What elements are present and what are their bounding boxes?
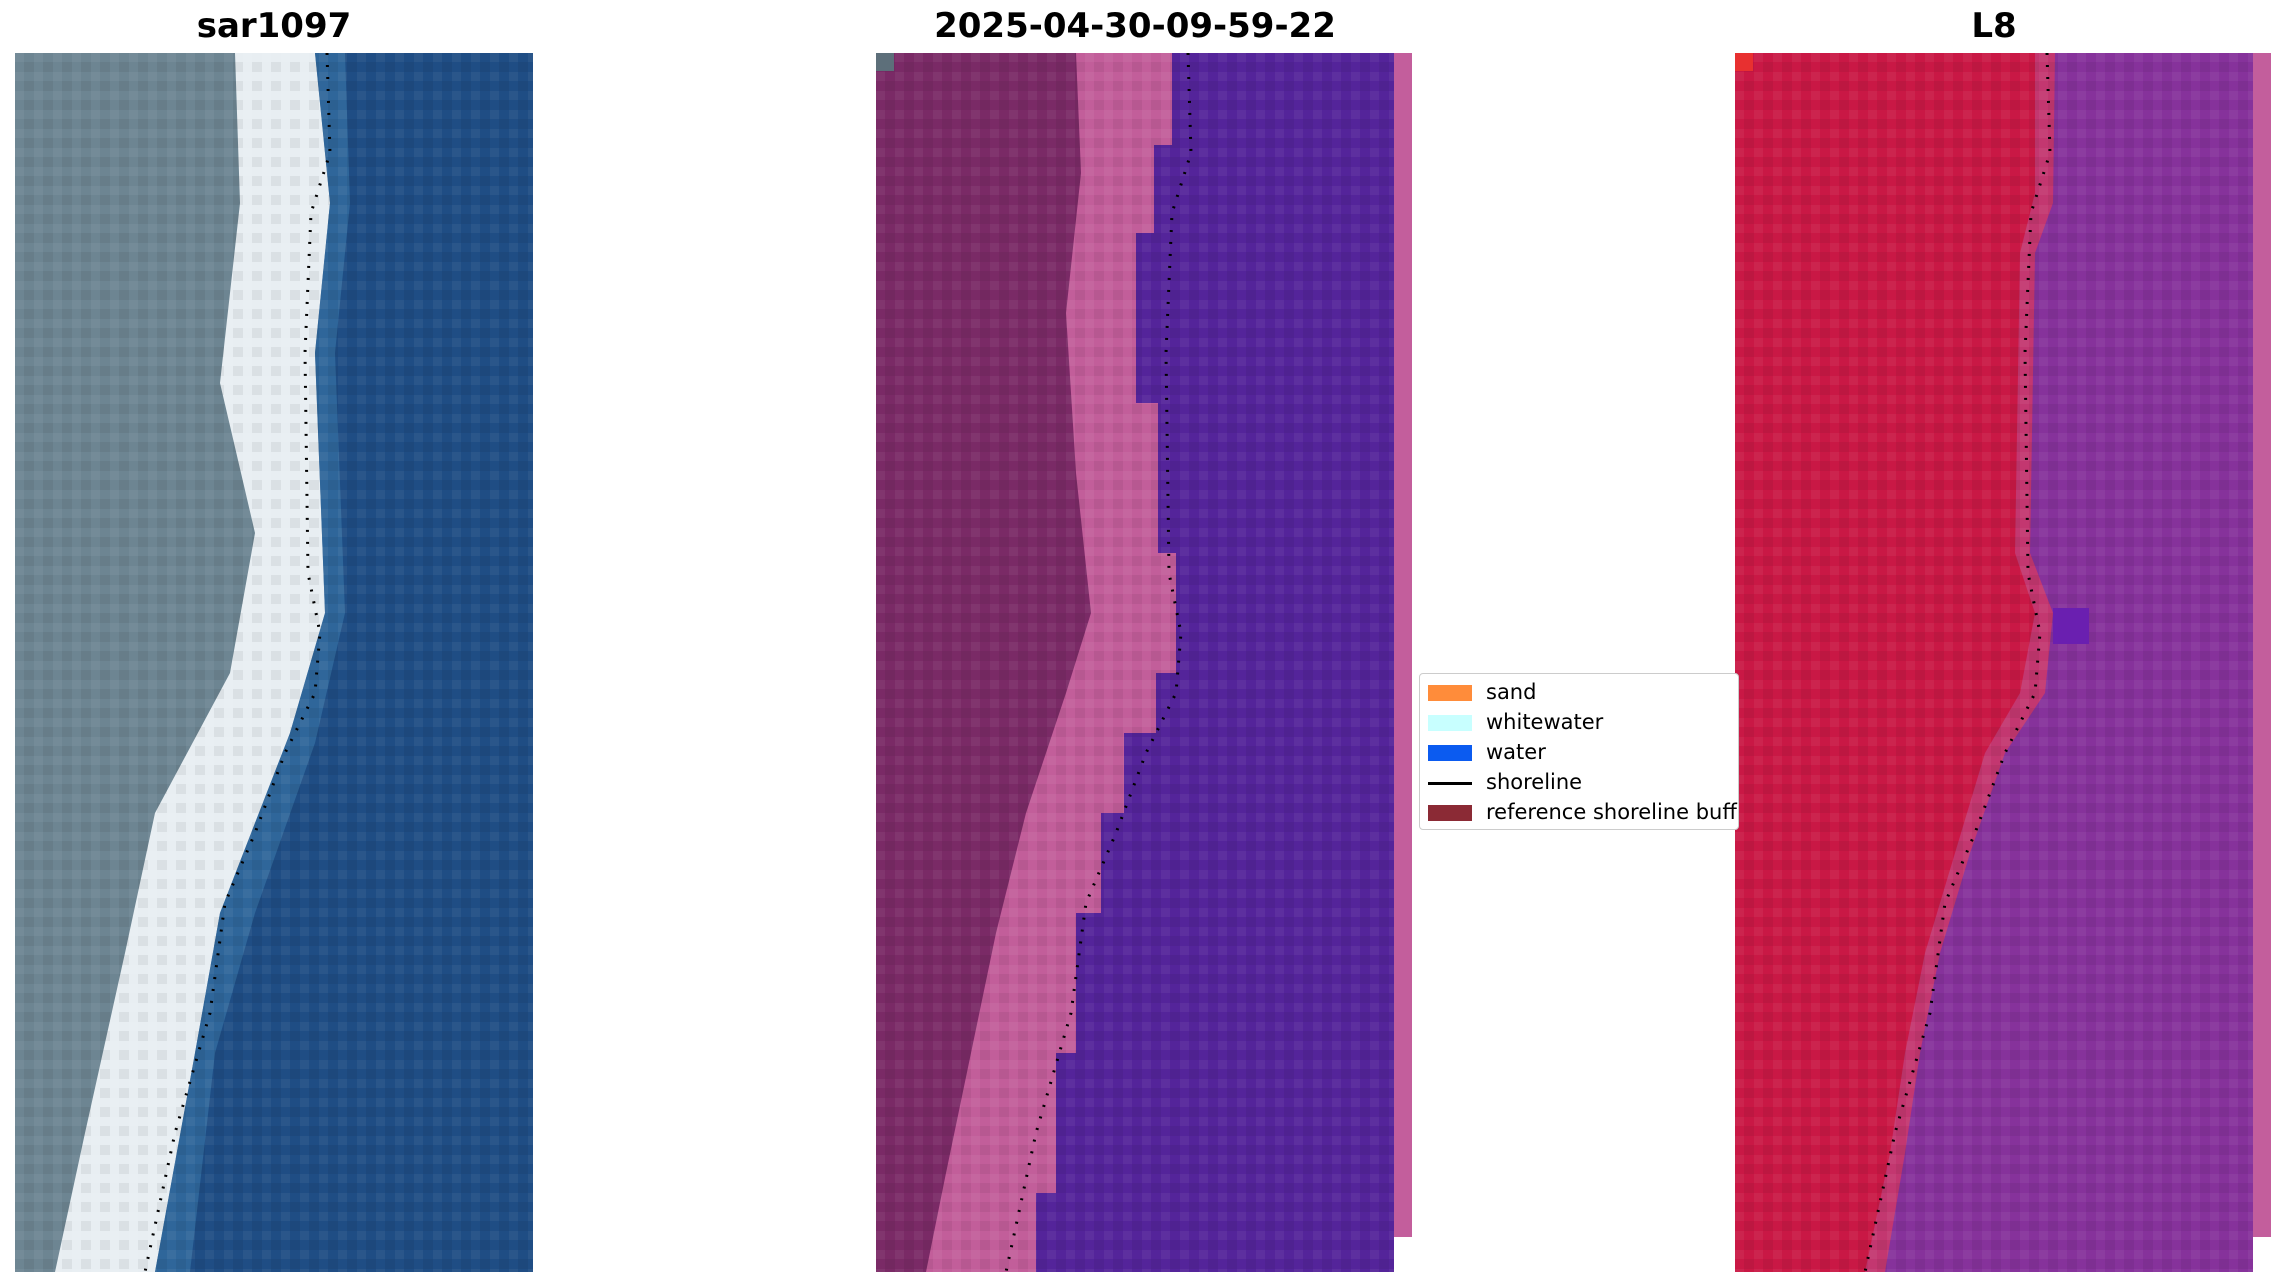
index-corner-pixel: [1735, 53, 1753, 71]
legend: sand whitewater water shoreline referenc…: [1419, 673, 1739, 830]
panel-title-rgb: sar1097: [196, 6, 352, 46]
classified-image: [876, 53, 1412, 1272]
legend-label-whitewater: whitewater: [1486, 710, 1604, 734]
index-anomaly-pixel: [2053, 608, 2089, 644]
shoreline-index: [1863, 53, 2052, 1272]
index-image-panel: [1735, 53, 2271, 1272]
legend-item-whitewater: whitewater: [1420, 708, 1738, 738]
legend-label-shoreline: shoreline: [1486, 770, 1583, 794]
legend-item-water: water: [1420, 738, 1738, 768]
shoreline-rgb: [143, 53, 332, 1272]
legend-item-sand: sand: [1420, 678, 1738, 708]
legend-item-reference-buffer: reference shoreline buffer: [1420, 798, 1739, 828]
legend-swatch-sand: [1428, 685, 1472, 701]
legend-line-shoreline: [1428, 782, 1472, 785]
legend-swatch-reference-buffer: [1428, 805, 1472, 821]
legend-item-shoreline: shoreline: [1420, 768, 1738, 798]
buffer-edge-index: [2253, 53, 2271, 1237]
panel-title-index: L8: [1971, 6, 2017, 46]
legend-label-sand: sand: [1486, 680, 1537, 704]
panel-title-classified: 2025-04-30-09-59-22: [934, 6, 1336, 46]
classified-image-panel: [876, 53, 1412, 1272]
classified-corner-pixel: [876, 53, 894, 71]
legend-label-water: water: [1486, 740, 1546, 764]
shoreline-classified: [1004, 53, 1193, 1272]
buffer-edge-classified: [1394, 53, 1412, 1237]
rgb-image: [15, 53, 533, 1272]
rgb-image-panel: [15, 53, 533, 1272]
index-image: [1735, 53, 2271, 1272]
legend-swatch-whitewater: [1428, 715, 1472, 731]
legend-swatch-water: [1428, 745, 1472, 761]
legend-label-reference-buffer: reference shoreline buffer: [1486, 800, 1739, 824]
